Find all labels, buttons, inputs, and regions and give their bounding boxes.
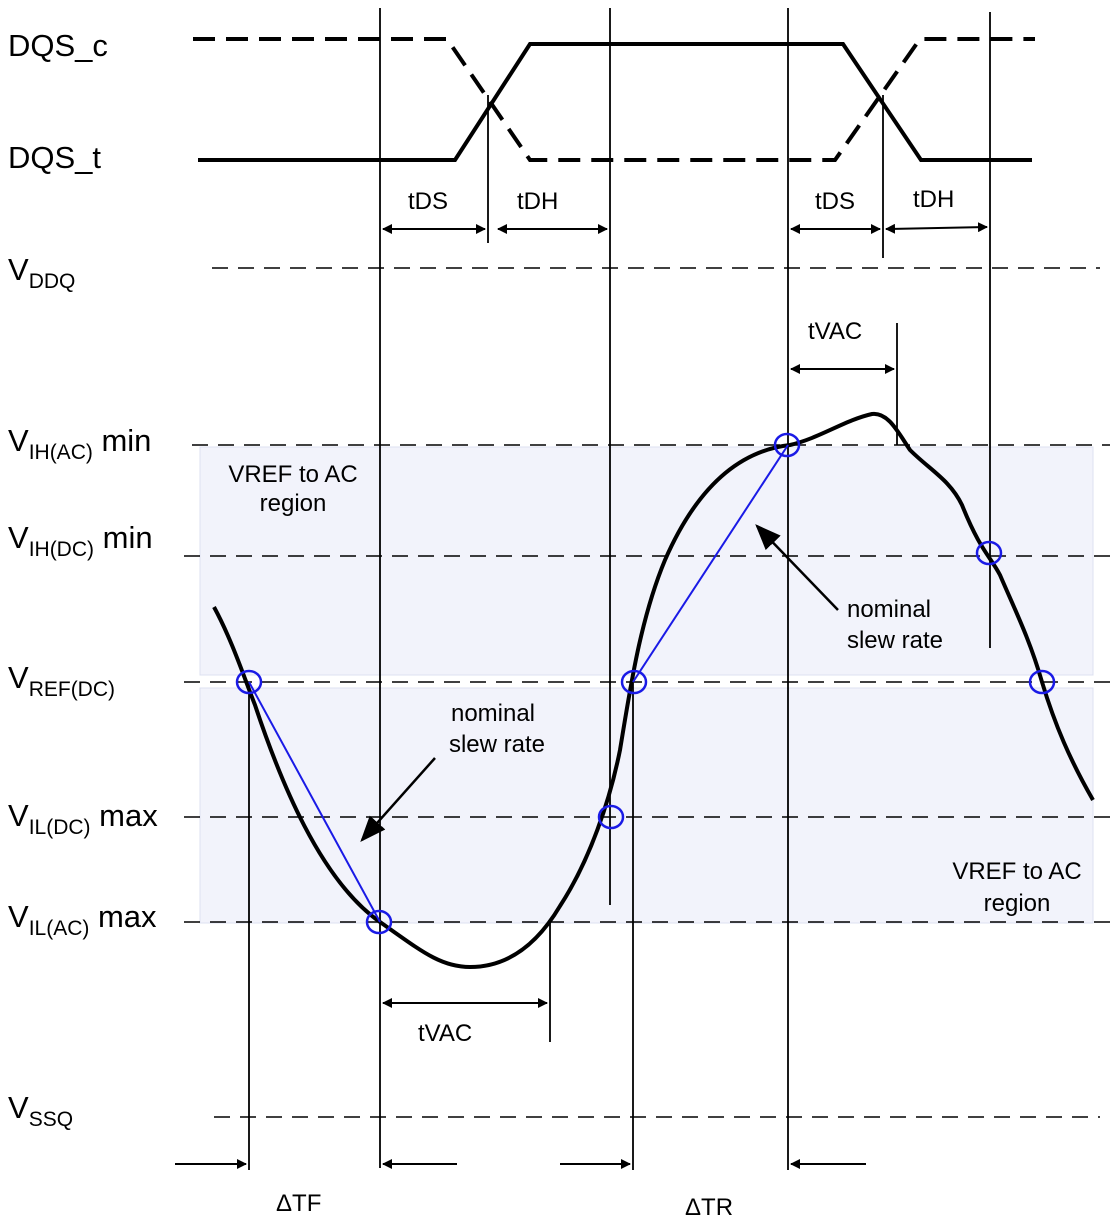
dqs-c-waveform	[193, 37, 1035, 162]
tds-label-right: tDS	[815, 188, 855, 215]
dqs-c-label: DQS_c	[8, 28, 108, 63]
nominal-slew-arrow-upper	[755, 524, 839, 611]
vil-ac-label: VIL(AC) max	[8, 899, 157, 940]
crossing-marker	[773, 432, 801, 458]
tdh-label-left: tDH	[517, 188, 558, 215]
crossing-marker	[597, 804, 625, 830]
nominal-slew-lower-line2: slew rate	[449, 731, 545, 758]
tdh-arrow-right	[885, 222, 988, 234]
nominal-slew-upper-line2: slew rate	[847, 627, 943, 654]
data-waveform	[212, 411, 1095, 970]
nominal-slew-arrow-lower	[360, 757, 436, 842]
nominal-slew-upper-line1: nominal	[847, 596, 931, 623]
tvac-label-bottom: tVAC	[418, 1020, 472, 1047]
crossing-marker	[365, 909, 393, 935]
slew-line-rising	[632, 444, 789, 683]
upper-region-label-line1: VREF to AC	[228, 461, 357, 488]
delta-tf-label: ΔTF	[276, 1190, 321, 1217]
crossing-marker	[235, 669, 263, 695]
lower-region-label-line1: VREF to AC	[952, 858, 1081, 885]
vssq-label: VSSQ	[8, 1090, 73, 1131]
crossing-marker	[1028, 669, 1056, 695]
tds-label-left: tDS	[408, 188, 448, 215]
delta-tr-label: ΔTR	[685, 1194, 733, 1221]
slew-line-falling	[248, 681, 381, 923]
crossing-marker	[975, 540, 1003, 566]
vref-dc-label: VREF(DC)	[8, 660, 115, 701]
dqs-t-label: DQS_t	[8, 140, 101, 175]
tdh-label-right: tDH	[913, 186, 954, 213]
nominal-slew-lower-line1: nominal	[451, 700, 535, 727]
upper-vref-ac-region	[199, 446, 1094, 676]
tvac-label-top: tVAC	[808, 318, 862, 345]
lower-region-label-line2: region	[984, 890, 1051, 917]
crossing-marker	[620, 669, 648, 695]
vih-dc-label: VIH(DC) min	[8, 520, 153, 561]
upper-region-label-line2: region	[260, 490, 327, 517]
vddq-label: VDDQ	[8, 252, 75, 293]
vih-ac-label: VIH(AC) min	[8, 423, 151, 464]
lower-vref-ac-region	[199, 687, 1094, 924]
vil-dc-label: VIL(DC) max	[8, 798, 158, 839]
dqs-t-waveform	[198, 42, 1032, 162]
